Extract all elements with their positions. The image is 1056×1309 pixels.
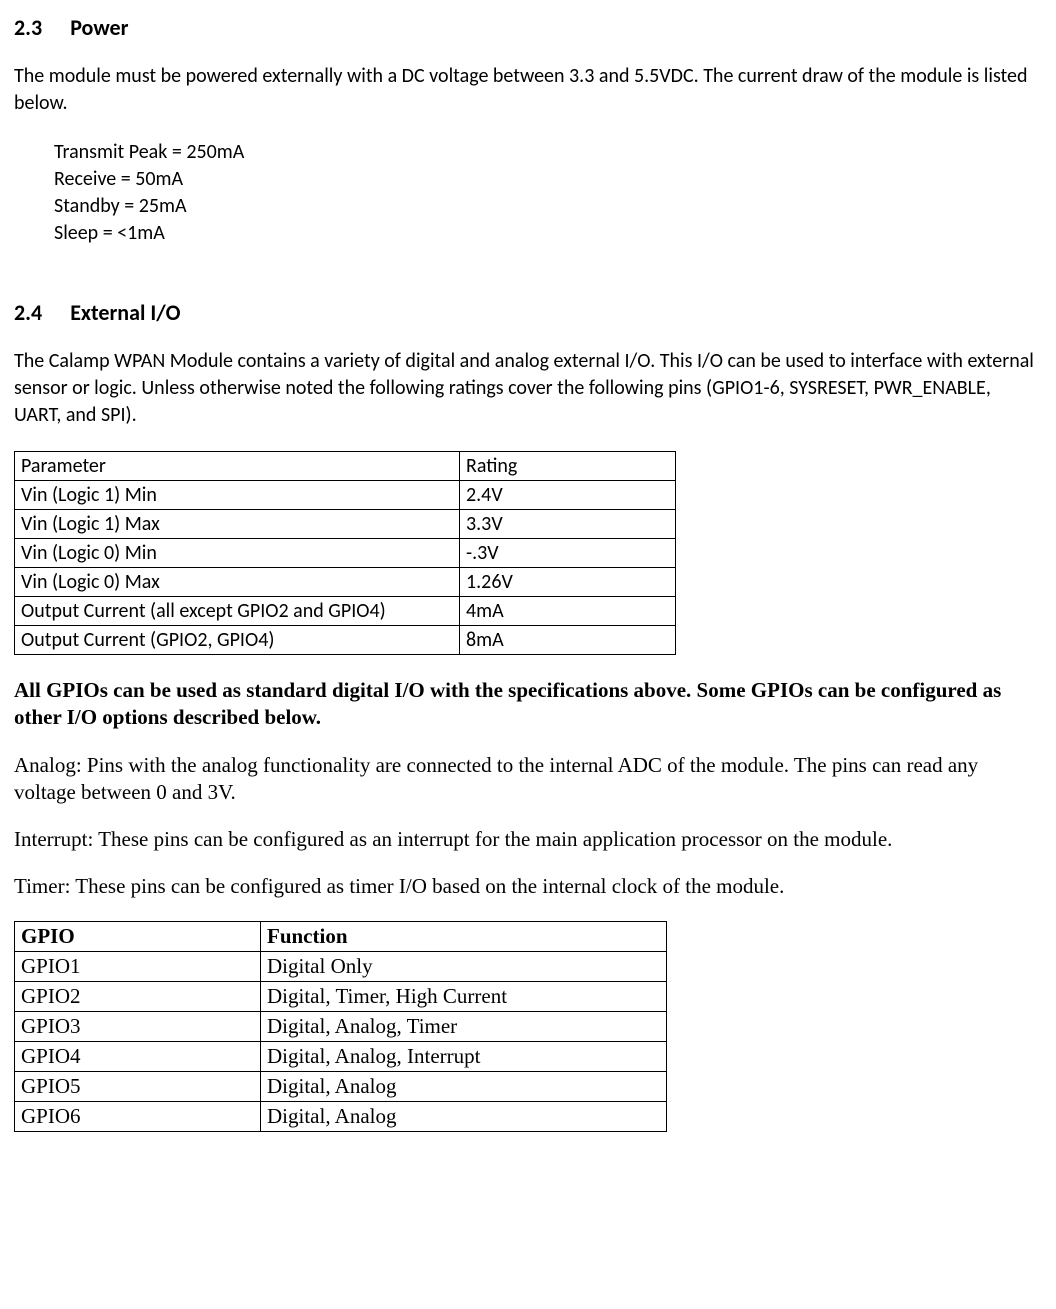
power-line: Standby = 25mA: [54, 193, 1042, 220]
table-row: GPIO4Digital, Analog, Interrupt: [15, 1041, 667, 1071]
ratings-table: ParameterRatingVin (Logic 1) Min2.4VVin …: [14, 451, 676, 655]
ratings-cell: 3.3V: [460, 510, 676, 539]
ratings-cell: 1.26V: [460, 568, 676, 597]
ratings-cell: Vin (Logic 1) Max: [15, 510, 460, 539]
table-row: Vin (Logic 0) Max1.26V: [15, 568, 676, 597]
gpio-cell: Digital, Analog, Timer: [261, 1011, 667, 1041]
ratings-cell: 8mA: [460, 626, 676, 655]
table-row: Output Current (all except GPIO2 and GPI…: [15, 597, 676, 626]
ratings-cell: Output Current (GPIO2, GPIO4): [15, 626, 460, 655]
table-row: GPIO3Digital, Analog, Timer: [15, 1011, 667, 1041]
table-row: GPIO1Digital Only: [15, 951, 667, 981]
ratings-cell: Vin (Logic 0) Max: [15, 568, 460, 597]
section-heading-io: 2.4 External I/O: [14, 299, 1042, 326]
power-intro-paragraph: The module must be powered externally wi…: [14, 63, 1042, 117]
section-title: Power: [70, 14, 128, 41]
gpio-header-cell: Function: [261, 921, 667, 951]
section-number: 2.3: [14, 14, 42, 41]
ratings-cell: 4mA: [460, 597, 676, 626]
ratings-cell: Vin (Logic 0) Min: [15, 539, 460, 568]
timer-note: Timer: These pins can be configured as t…: [14, 873, 1042, 900]
io-intro-paragraph: The Calamp WPAN Module contains a variet…: [14, 348, 1042, 429]
ratings-cell: 2.4V: [460, 481, 676, 510]
analog-note: Analog: Pins with the analog functionali…: [14, 752, 1042, 807]
gpio-cell: Digital, Analog: [261, 1071, 667, 1101]
interrupt-note: Interrupt: These pins can be configured …: [14, 826, 1042, 853]
gpio-cell: GPIO2: [15, 981, 261, 1011]
table-row: Vin (Logic 1) Min2.4V: [15, 481, 676, 510]
gpio-cell: Digital, Analog: [261, 1101, 667, 1131]
gpio-header-cell: GPIO: [15, 921, 261, 951]
section-title: External I/O: [70, 299, 180, 326]
gpio-cell: GPIO1: [15, 951, 261, 981]
ratings-header-cell: Parameter: [15, 452, 460, 481]
gpio-cell: Digital, Timer, High Current: [261, 981, 667, 1011]
section-heading-power: 2.3 Power: [14, 14, 1042, 41]
ratings-header-cell: Rating: [460, 452, 676, 481]
gpio-table: GPIOFunctionGPIO1Digital OnlyGPIO2Digita…: [14, 921, 667, 1132]
gpio-cell: GPIO6: [15, 1101, 261, 1131]
gpio-cell: GPIO4: [15, 1041, 261, 1071]
gpio-bold-note: All GPIOs can be used as standard digita…: [14, 677, 1042, 732]
power-values-block: Transmit Peak = 250mA Receive = 50mA Sta…: [54, 139, 1042, 247]
table-row: Vin (Logic 1) Max3.3V: [15, 510, 676, 539]
gpio-cell: GPIO3: [15, 1011, 261, 1041]
gpio-cell: GPIO5: [15, 1071, 261, 1101]
power-line: Sleep = <1mA: [54, 220, 1042, 247]
table-row: Vin (Logic 0) Min-.3V: [15, 539, 676, 568]
ratings-cell: Output Current (all except GPIO2 and GPI…: [15, 597, 460, 626]
ratings-cell: -.3V: [460, 539, 676, 568]
table-row: Output Current (GPIO2, GPIO4)8mA: [15, 626, 676, 655]
gpio-cell: Digital, Analog, Interrupt: [261, 1041, 667, 1071]
table-row: GPIO2Digital, Timer, High Current: [15, 981, 667, 1011]
section-number: 2.4: [14, 299, 42, 326]
power-line: Transmit Peak = 250mA: [54, 139, 1042, 166]
table-row: GPIO5Digital, Analog: [15, 1071, 667, 1101]
table-row: GPIO6Digital, Analog: [15, 1101, 667, 1131]
ratings-cell: Vin (Logic 1) Min: [15, 481, 460, 510]
power-line: Receive = 50mA: [54, 166, 1042, 193]
gpio-cell: Digital Only: [261, 951, 667, 981]
